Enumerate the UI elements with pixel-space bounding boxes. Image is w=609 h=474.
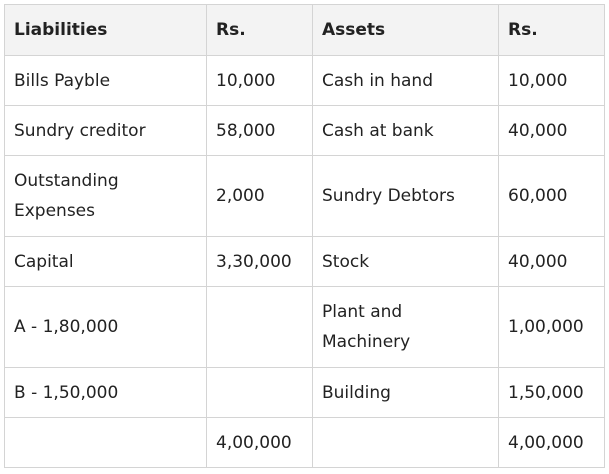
table-cell: Building (312, 367, 499, 418)
table-cell: 10,000 (206, 55, 313, 106)
table-cell: 1,00,000 (498, 286, 605, 368)
table-cell: 2,000 (206, 155, 313, 237)
table-cell: 58,000 (206, 105, 313, 156)
table-cell: Sundry Debtors (312, 155, 499, 237)
table-row: Bills Payble 10,000 Cash in hand 10,000 (4, 55, 605, 106)
table-row: 4,00,000 4,00,000 (4, 417, 605, 468)
table-cell: 10,000 (498, 55, 605, 106)
table-cell: 4,00,000 (206, 417, 313, 468)
table-row: Sundry creditor 58,000 Cash at bank 40,000 (4, 105, 605, 156)
table-cell: Outstanding Expenses (4, 155, 207, 237)
empty-cell (206, 367, 313, 418)
table-cell: 4,00,000 (498, 417, 605, 468)
table-cell: 3,30,000 (206, 236, 313, 287)
table-row: Capital 3,30,000 Stock 40,000 (4, 236, 605, 287)
header-row: Liabilities Rs. Assets Rs. (4, 4, 605, 56)
table-row: A - 1,80,000 Plant and Machinery 1,00,000 (4, 286, 605, 368)
table-cell: 40,000 (498, 105, 605, 156)
table-cell: Bills Payble (4, 55, 207, 106)
table-cell: Capital (4, 236, 207, 287)
table: Liabilities Rs. Assets Rs. Bills Payble 10,0… (4, 4, 605, 468)
table-cell: B - 1,50,000 (4, 367, 207, 418)
table-row: Outstanding Expenses 2,000 Sundry Debtors 6… (4, 155, 605, 237)
table-cell: 60,000 (498, 155, 605, 237)
table-cell: Plant and Machinery (312, 286, 499, 368)
table-row: B - 1,50,000 Building 1,50,000 (4, 367, 605, 418)
empty-cell (206, 286, 313, 368)
table-cell: Sundry creditor (4, 105, 207, 156)
empty-cell (312, 417, 499, 468)
empty-cell (4, 417, 207, 468)
table-cell: Cash at bank (312, 105, 499, 156)
table-cell: Stock (312, 236, 499, 287)
table-body: Bills Payble 10,000 Cash in hand 10,000 Sund… (4, 55, 605, 468)
table-cell: A - 1,80,000 (4, 286, 207, 368)
table-cell: 40,000 (498, 236, 605, 287)
header-cell: Rs. (498, 4, 605, 56)
table-cell: Cash in hand (312, 55, 499, 106)
header-cell: Liabilities (4, 4, 207, 56)
header-cell: Assets (312, 4, 499, 56)
table-cell: 1,50,000 (498, 367, 605, 418)
header-cell: Rs. (206, 4, 313, 56)
balance-sheet: Liabilities Rs. Assets Rs. Bills Payble 10,0… (4, 4, 605, 468)
